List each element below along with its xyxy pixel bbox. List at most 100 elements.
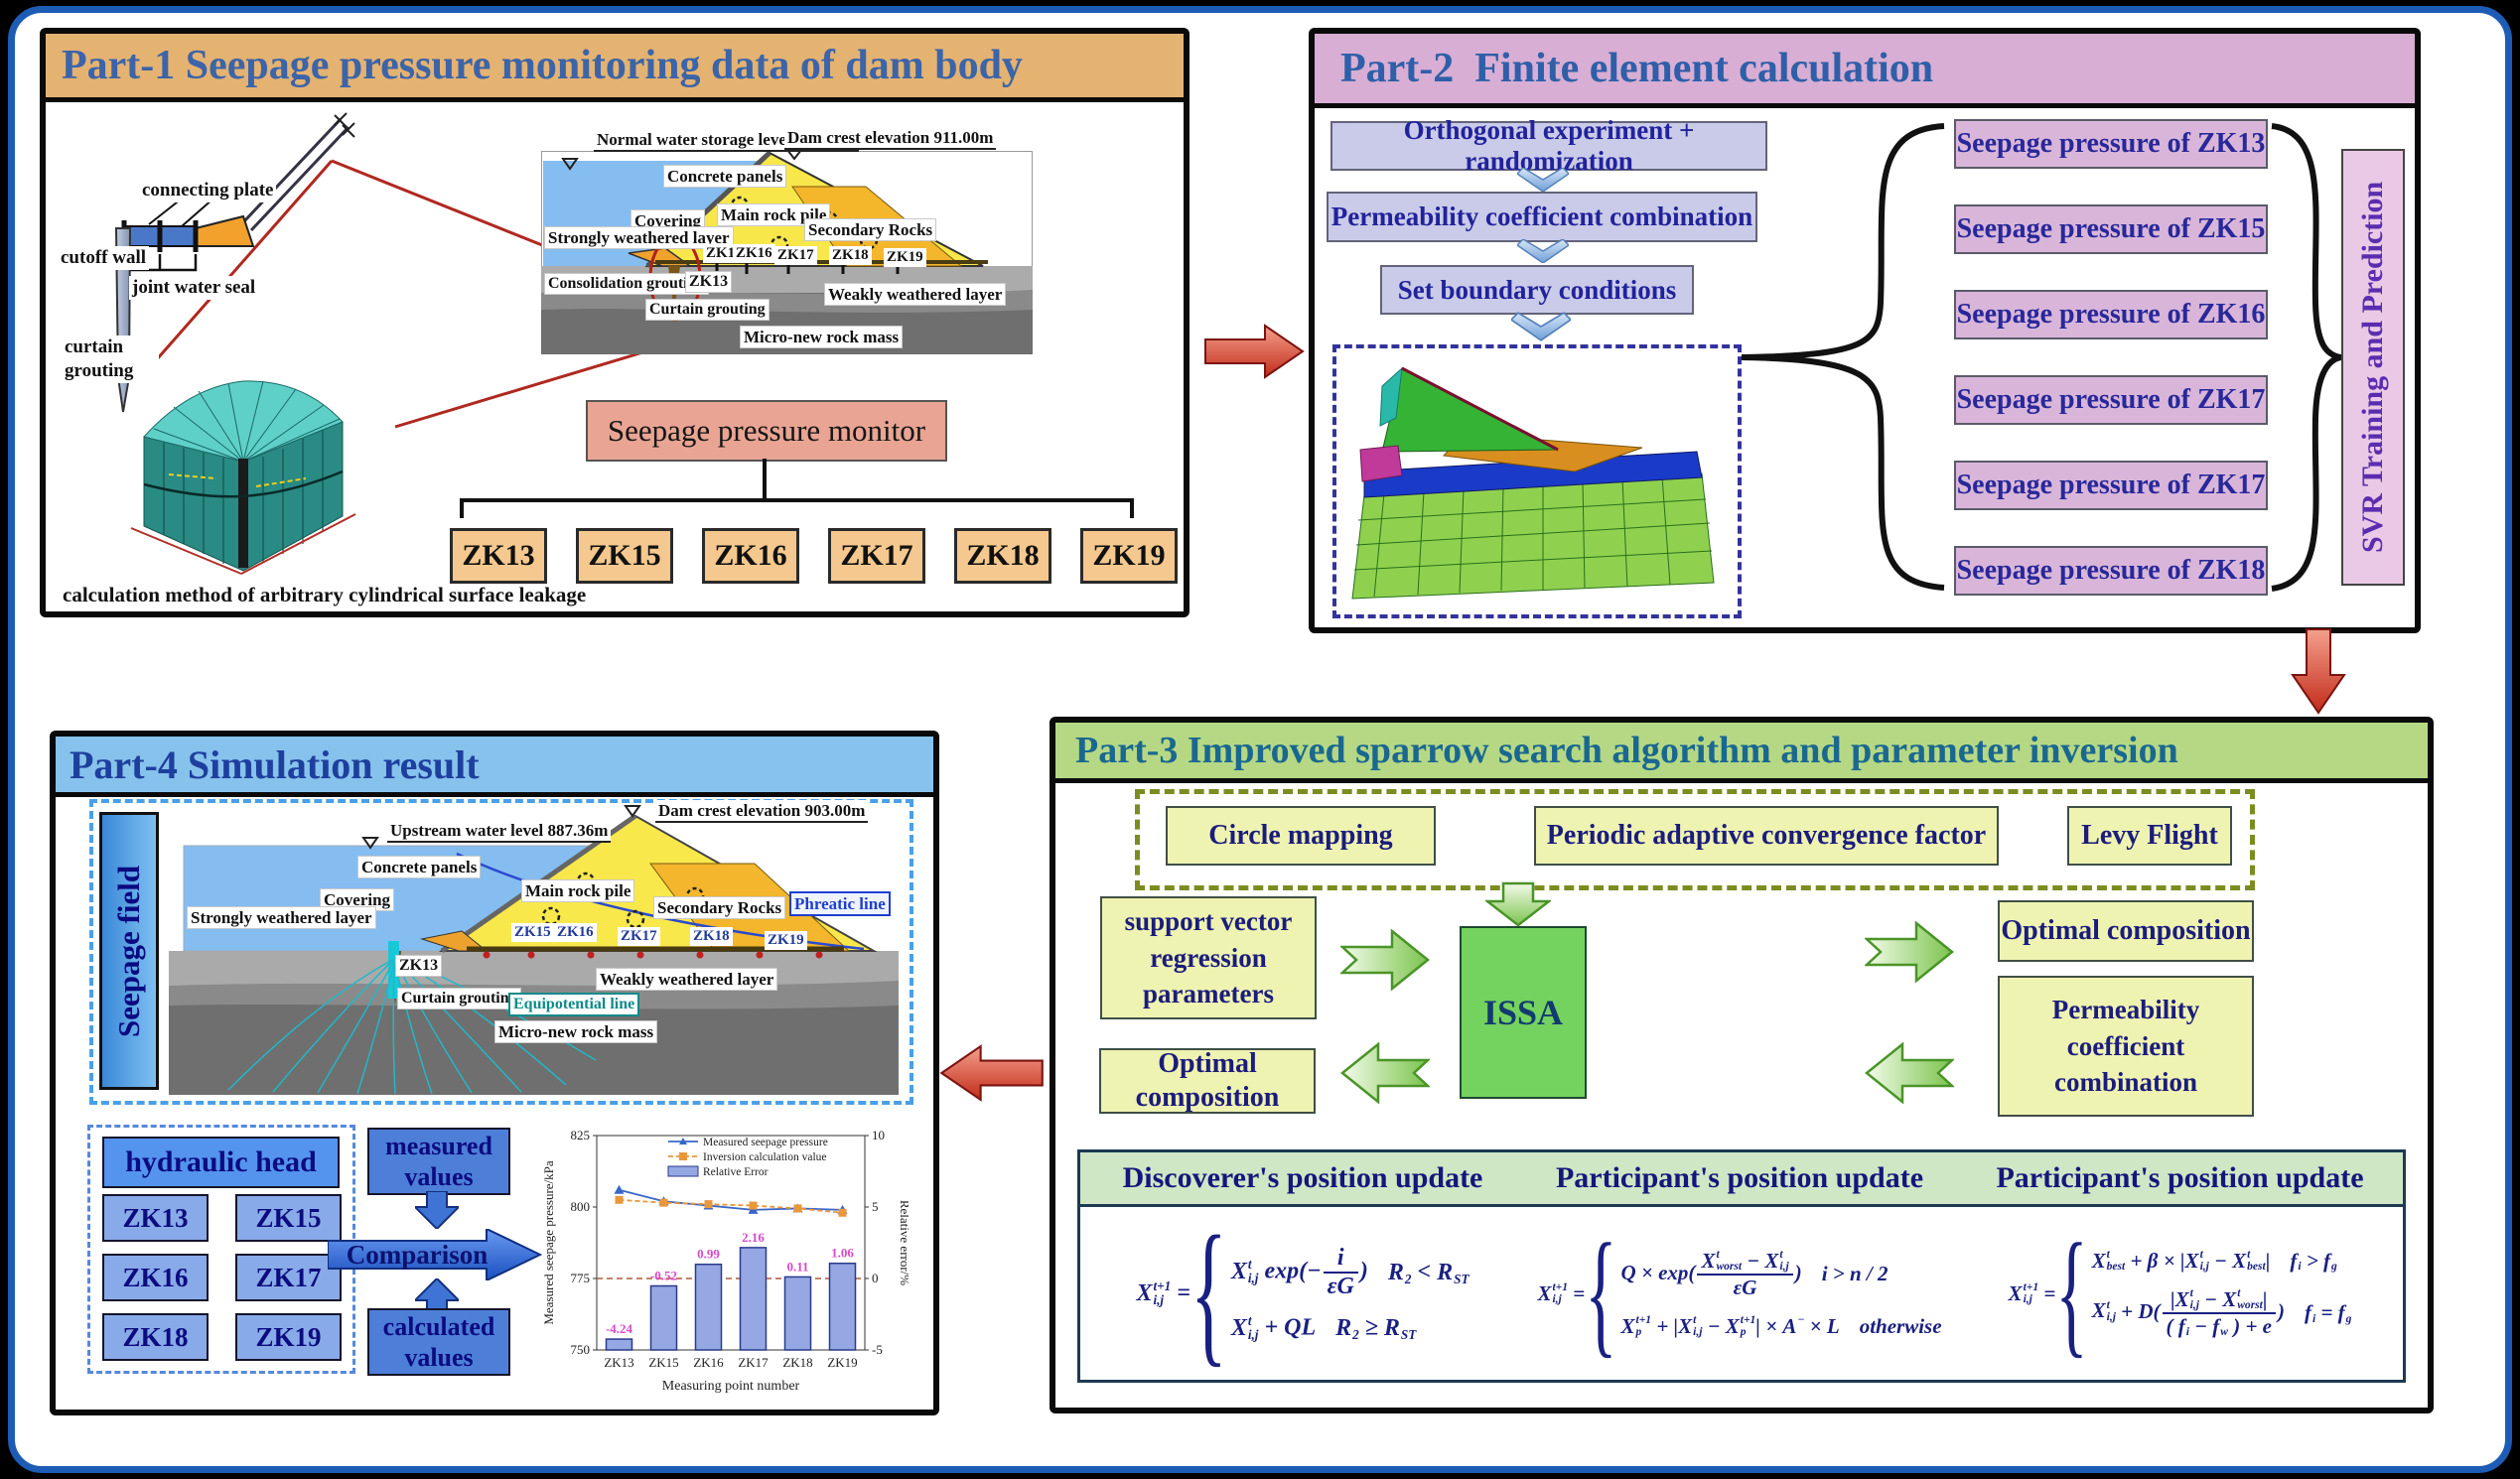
optimal-composition-left-box: Optimal composition [1099, 1048, 1316, 1114]
svg-text:5: 5 [872, 1199, 879, 1214]
part3-header: Part-3 Improved sparrow search algorithm… [1055, 723, 2428, 783]
label-zk17-dam4: ZK17 [618, 927, 660, 946]
label-zk15-dam4: ZK15 [511, 923, 554, 942]
sensor-zk13-label: ZK13 [462, 539, 535, 572]
improvements-dashed-box [1135, 789, 2255, 890]
point-zk15: ZK15 [235, 1194, 342, 1242]
svg-text:-4.24: -4.24 [606, 1321, 633, 1336]
label-consolidation-grouting: Consolidation grouting [544, 273, 709, 295]
svg-text:Inversion calculation value: Inversion calculation value [703, 1151, 827, 1163]
point-zk18: ZK18 [102, 1313, 209, 1361]
svg-text:Measuring point number: Measuring point number [662, 1379, 800, 1394]
crest-level-icon-4 [624, 805, 641, 818]
svg-text:ZK17: ZK17 [738, 1355, 769, 1370]
output-zk17b-label: Seepage pressure of ZK17 [1956, 470, 2266, 500]
arrow-part3-to-part4 [939, 1044, 1044, 1102]
issa-label: ISSA [1482, 993, 1564, 1032]
arrow-part2-to-part3 [2291, 628, 2346, 715]
svg-text:-5: -5 [872, 1342, 883, 1357]
sensor-zk16: ZK16 [702, 528, 799, 584]
label-crest-1: Dam crest elevation 911.00m [784, 127, 997, 151]
table-header-participant2: Participant's position update [1957, 1149, 2406, 1207]
seepage-field-bar: Seepage field [99, 812, 159, 1090]
water-level-icon-4 [361, 837, 379, 850]
svr-parameters-box: support vector regression parameters [1100, 896, 1317, 1019]
sensor-zk18: ZK18 [954, 528, 1051, 584]
issa-box: ISSA [1460, 926, 1587, 1099]
label-concrete-panels-1: Concrete panels [663, 165, 787, 189]
table-header-participant1: Participant's position update [1516, 1149, 1966, 1207]
point-zk16: ZK16 [102, 1254, 209, 1301]
label-curtain-grouting-1: Curtain grouting [645, 299, 770, 321]
svg-text:750: 750 [571, 1342, 591, 1357]
svg-text:Measured seepage pressure/kPa: Measured seepage pressure/kPa [541, 1160, 556, 1325]
levy-flight-label: Levy Flight [2081, 820, 2218, 852]
output-zk16: Seepage pressure of ZK16 [1954, 290, 2268, 339]
label-zk16-dam1: ZK16 [733, 244, 775, 263]
output-zk18: Seepage pressure of ZK18 [1954, 546, 2268, 596]
cylindrical-leakage-figure [130, 380, 356, 575]
fem-model-drawing [1351, 366, 1715, 600]
periodic-factor-box: Periodic adaptive convergence factor [1534, 806, 1999, 866]
table-header-2-label: Participant's position update [1555, 1161, 1924, 1194]
step-boundary-conditions: Set boundary conditions [1380, 265, 1694, 315]
permeability-combination-label: Permeability coefficient combination [2051, 995, 2200, 1098]
svg-text:800: 800 [571, 1199, 591, 1214]
label-zk18-dam4: ZK18 [690, 927, 733, 946]
sensor-zk16-label: ZK16 [714, 539, 787, 572]
label-concrete-panels-4: Concrete panels [357, 856, 482, 879]
label-strongly-weathered-4: Strongly weathered layer [187, 906, 376, 930]
label-upstream-level: Upstream water level 887.36m [387, 820, 612, 844]
sensor-zk15-label: ZK15 [588, 539, 661, 572]
sensor-zk17-label: ZK17 [840, 539, 913, 572]
svr-parameters-label: support vector regression parameters [1124, 906, 1293, 1009]
step-permeability-combination: Permeability coefficient combination [1327, 192, 1757, 242]
label-curtain-grouting: curtain grouting [62, 336, 159, 383]
crest-level-icon [786, 151, 802, 161]
permeability-combination-box: Permeability coefficient combination [1998, 976, 2254, 1117]
label-zk13-dam4: ZK13 [395, 955, 443, 977]
output-zk13: Seepage pressure of ZK13 [1954, 119, 2268, 169]
step-orthogonal-experiment: Orthogonal experiment + randomization [1330, 115, 1767, 176]
comparison-chart: 750 775 800 825 -5 0 5 10 ZK13 ZK15 ZK16 ZK17 ZK18 ZK… [541, 1110, 912, 1398]
label-strongly-weathered-1: Strongly weathered layer [544, 226, 734, 250]
comparison-label: Comparison [346, 1239, 489, 1270]
svg-text:825: 825 [571, 1128, 591, 1143]
label-secondary-rocks-4: Secondary Rocks [653, 896, 786, 920]
label-secondary-rocks-1: Secondary Rocks [804, 218, 937, 242]
label-weakly-weathered-1: Weakly weathered layer [824, 283, 1007, 307]
output-zk17a-label: Seepage pressure of ZK17 [1956, 384, 2266, 415]
svg-text:ZK19: ZK19 [827, 1355, 857, 1370]
svr-training-label: SVR Training and Prediction [2356, 181, 2389, 554]
svg-text:Relative error/%: Relative error/% [898, 1200, 909, 1285]
point-zk16-label: ZK16 [122, 1262, 189, 1292]
label-phreatic-line: Phreatic line [789, 891, 891, 917]
svg-text:0: 0 [872, 1271, 879, 1285]
calculated-values-label: calculated values [382, 1311, 495, 1372]
svr-training-bar: SVR Training and Prediction [2341, 149, 2405, 586]
hydraulic-head-label: hydraulic head [125, 1145, 317, 1178]
label-cutoff-wall: cutoff wall [58, 246, 150, 270]
point-zk18-label: ZK18 [122, 1321, 189, 1352]
measured-values-box: measured values [367, 1128, 510, 1195]
table-header-1-label: Discoverer's position update [1122, 1161, 1483, 1194]
label-joint-water-seal: joint water seal [129, 276, 259, 300]
svg-text:1.06: 1.06 [831, 1246, 854, 1261]
chevron-arrow-3 [1511, 312, 1571, 341]
label-crest-4: Dam crest elevation 903.00m [655, 800, 869, 824]
comparison-label-wrap: Comparison [338, 1235, 496, 1275]
circle-mapping-box: Circle mapping [1166, 806, 1436, 866]
svg-text:10: 10 [872, 1128, 885, 1143]
point-zk13-label: ZK13 [122, 1202, 189, 1233]
label-curtain-grouting-4: Curtain grouting [397, 988, 521, 1009]
label-covering-4: Covering [320, 888, 395, 912]
point-zk19: ZK19 [235, 1313, 342, 1361]
chart-svg: 750 775 800 825 -5 0 5 10 ZK13 ZK15 ZK16 ZK17 ZK18 ZK… [541, 1128, 912, 1394]
svg-text:775: 775 [571, 1271, 591, 1285]
svg-text:-0.52: -0.52 [650, 1268, 677, 1282]
optimal-composition-right-box: Optimal composition [1998, 900, 2254, 962]
sensor-zk17: ZK17 [828, 528, 925, 584]
label-micro-new-1: Micro-new rock mass [740, 326, 904, 349]
